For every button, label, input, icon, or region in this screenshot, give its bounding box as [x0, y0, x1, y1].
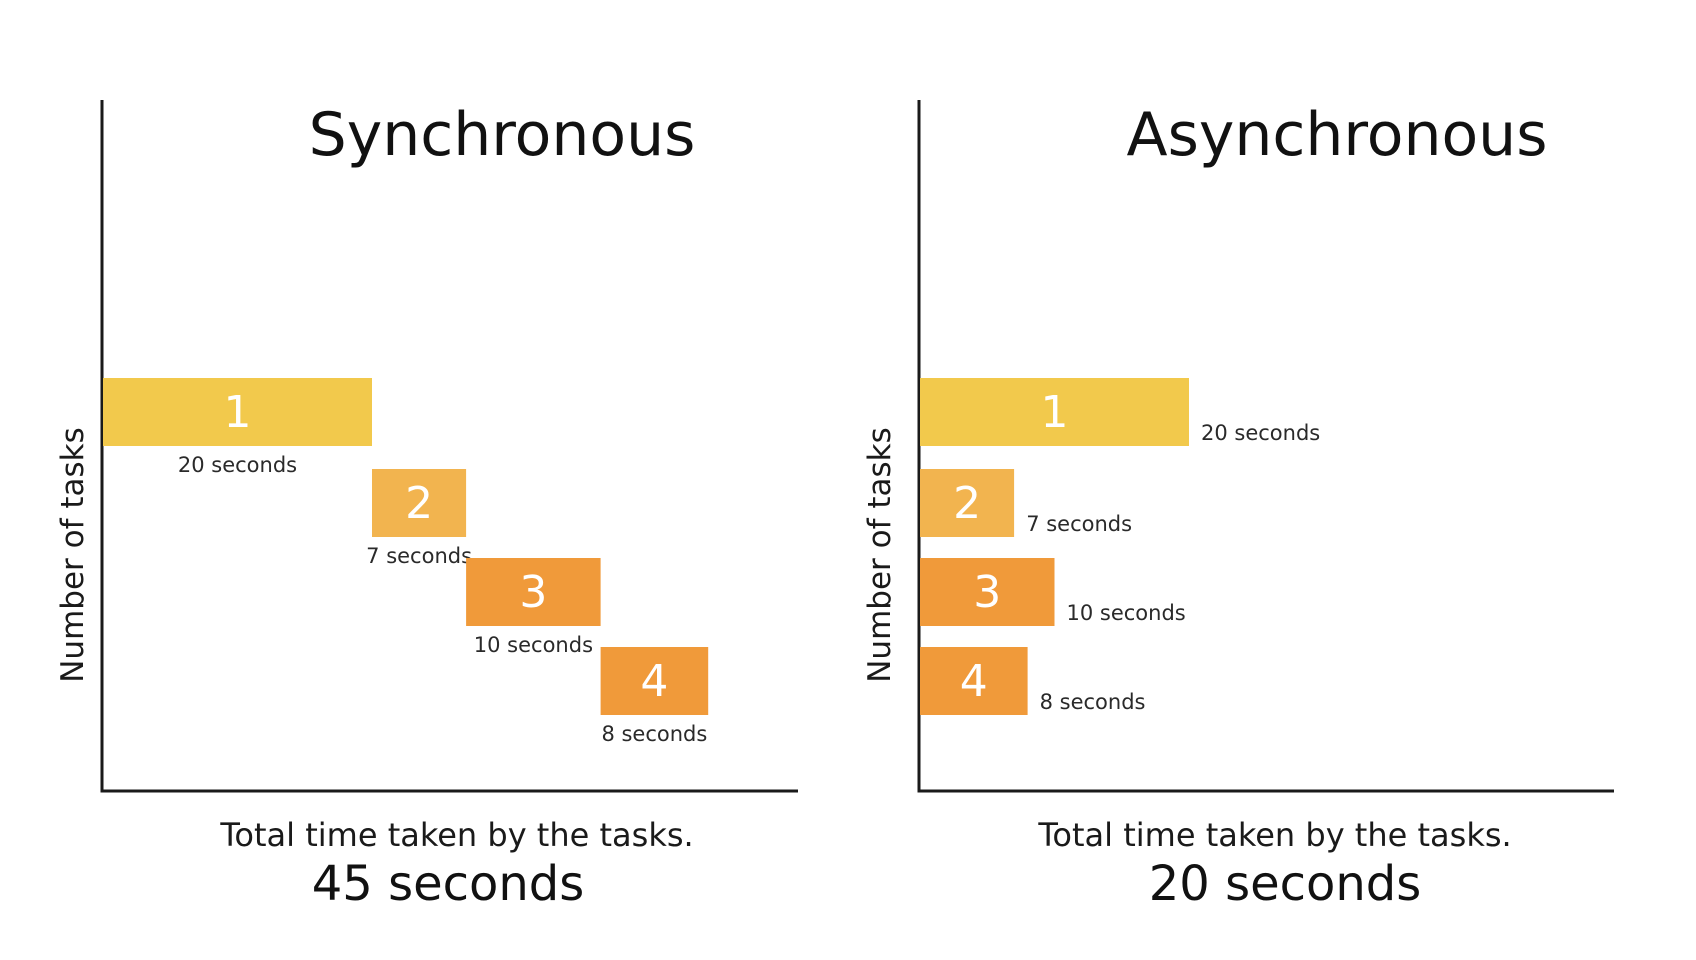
- duration-label-synchronous-task-1: 20 seconds: [178, 453, 297, 477]
- duration-label-asynchronous-task-1: 20 seconds: [1201, 421, 1320, 445]
- duration-label-synchronous-task-3: 10 seconds: [474, 633, 593, 657]
- bar-label-synchronous-task-3: 3: [519, 567, 547, 618]
- bar-synchronous-task-1: [103, 378, 372, 446]
- bar-asynchronous-task-4: [920, 647, 1028, 715]
- panel-asynchronous: Asynchronous Number of tasks 1 20 seconds…: [862, 100, 1614, 912]
- bar-label-synchronous-task-4: 4: [640, 656, 668, 707]
- x-axis-label-asynchronous: Total time taken by the tasks.: [1037, 816, 1511, 854]
- bar-asynchronous-task-1: [920, 378, 1189, 446]
- x-axis-label-synchronous: Total time taken by the tasks.: [219, 816, 693, 854]
- total-time-synchronous: 45 seconds: [312, 856, 585, 912]
- total-time-asynchronous: 20 seconds: [1149, 856, 1422, 912]
- duration-label-asynchronous-task-2: 7 seconds: [1026, 512, 1132, 536]
- duration-label-synchronous-task-2: 7 seconds: [366, 544, 472, 568]
- bar-label-asynchronous-task-3: 3: [973, 567, 1001, 618]
- duration-label-synchronous-task-4: 8 seconds: [601, 722, 707, 746]
- bars-asynchronous: 1 20 seconds 2 7 seconds 3 10 seconds 4 8 secon…: [920, 378, 1320, 715]
- bar-asynchronous-task-3: [920, 558, 1055, 626]
- duration-label-asynchronous-task-4: 8 seconds: [1040, 690, 1146, 714]
- bar-synchronous-task-4: [600, 647, 709, 715]
- panel-synchronous: Synchronous Number of tasks 1 20 seconds 2…: [55, 100, 798, 912]
- bar-label-synchronous-task-2: 2: [405, 478, 433, 529]
- bar-synchronous-task-2: [372, 469, 467, 537]
- axis-lines-synchronous: [100, 100, 798, 793]
- axis-lines-asynchronous: [917, 100, 1614, 793]
- y-axis-label-asynchronous: Number of tasks: [862, 427, 898, 683]
- bar-label-asynchronous-task-4: 4: [960, 656, 988, 707]
- bar-label-asynchronous-task-2: 2: [953, 478, 981, 529]
- y-axis-label-synchronous: Number of tasks: [55, 427, 91, 683]
- bar-label-synchronous-task-1: 1: [224, 387, 252, 438]
- duration-label-asynchronous-task-3: 10 seconds: [1067, 601, 1186, 625]
- panel-title-asynchronous: Asynchronous: [1127, 100, 1548, 170]
- bar-label-asynchronous-task-1: 1: [1041, 387, 1069, 438]
- panel-title-synchronous: Synchronous: [309, 100, 696, 170]
- bar-synchronous-task-3: [466, 558, 601, 626]
- bar-asynchronous-task-2: [920, 469, 1015, 537]
- bars-synchronous: 1 20 seconds 2 7 seconds 3 10 seconds 4 8 secon…: [103, 378, 709, 746]
